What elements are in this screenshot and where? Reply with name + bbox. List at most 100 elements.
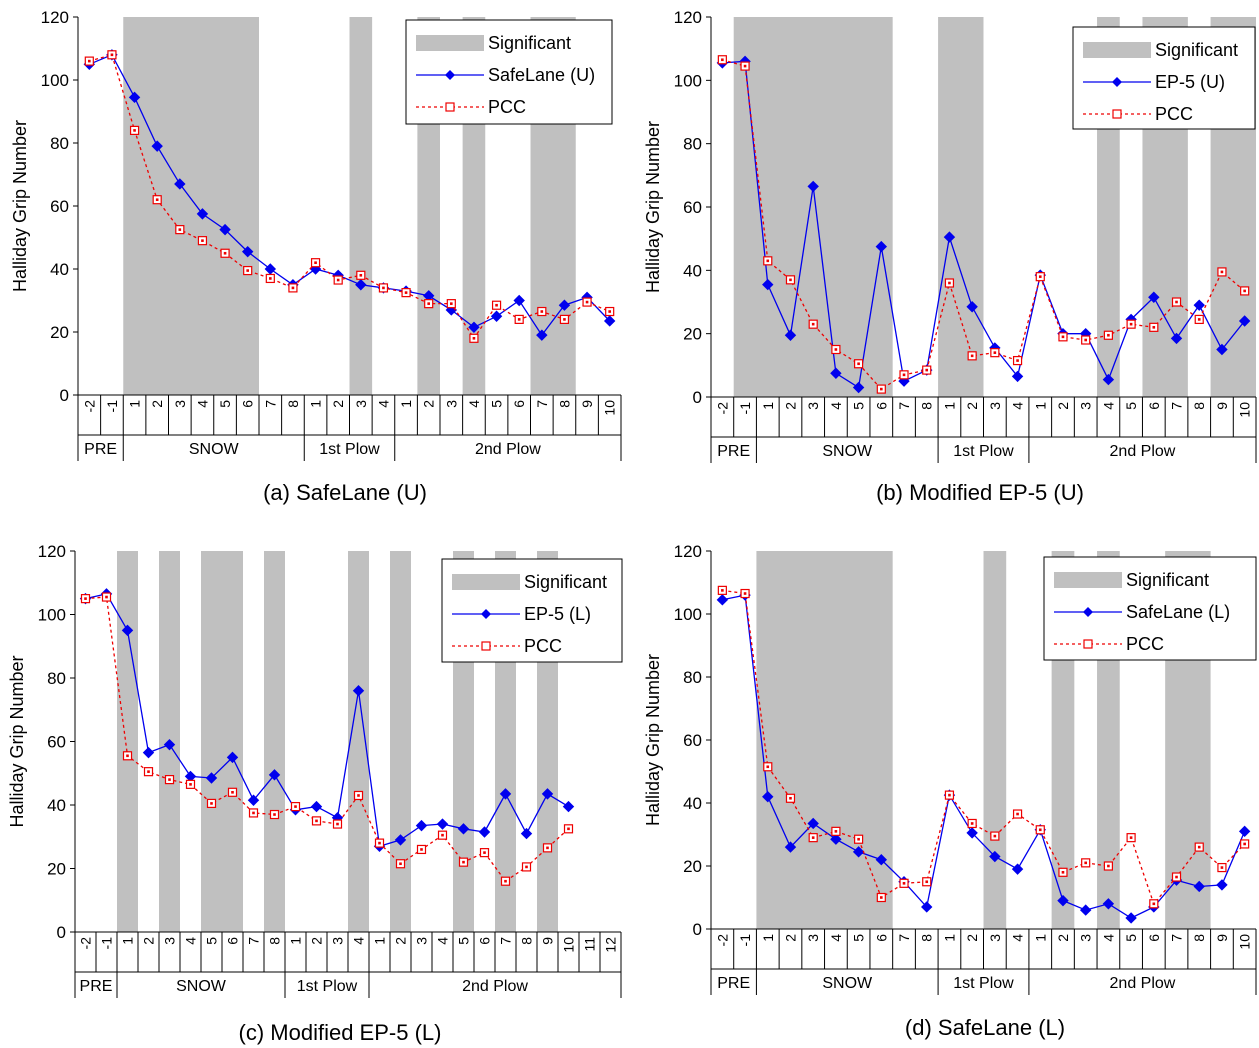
- data-point-square-center: [133, 129, 136, 132]
- data-point-diamond: [536, 329, 548, 341]
- data-point-square-center: [483, 851, 486, 854]
- legend-swatch-significant: [416, 35, 484, 51]
- legend-label-significant: Significant: [488, 33, 571, 53]
- data-point-square-center: [359, 274, 363, 277]
- data-point-diamond: [1193, 880, 1205, 893]
- series-line-treatment: [722, 60, 1246, 389]
- data-point-square-center: [147, 770, 150, 773]
- x-tick-label: 1: [1032, 402, 1048, 410]
- data-point-square-center: [84, 597, 87, 600]
- x-tick-label: -2: [78, 937, 94, 950]
- x-tick-label: 9: [1214, 402, 1230, 410]
- significant-band: [117, 551, 138, 932]
- data-point-square-center: [1107, 333, 1110, 337]
- data-point-diamond: [1238, 315, 1251, 327]
- x-tick-label: 3: [805, 934, 821, 942]
- data-point-square-center: [1152, 326, 1156, 329]
- data-point-diamond: [468, 321, 480, 333]
- data-point-square-center: [857, 837, 860, 841]
- x-tick-label: 3: [414, 937, 430, 945]
- chart-panel-c: 0 20 40 60 80 100 120 Halliday Grip Number -2 -1 1…: [7, 542, 623, 1045]
- data-point-square-center: [1016, 812, 1019, 816]
- data-point-square-center: [517, 318, 521, 321]
- data-point-square-center: [210, 802, 213, 805]
- data-point-diamond: [562, 800, 575, 813]
- data-point-square-center: [1038, 828, 1042, 832]
- data-point-diamond: [1057, 894, 1069, 907]
- y-axis-label: Halliday Grip Number: [10, 120, 30, 292]
- y-tick-label: 40: [47, 796, 66, 815]
- data-point-diamond: [352, 684, 365, 697]
- significant-band: [201, 551, 243, 932]
- data-point-square-center: [948, 793, 951, 797]
- legend-label-series: PCC: [1126, 634, 1164, 654]
- data-point-square-center: [441, 833, 444, 837]
- data-point-square-center: [546, 846, 549, 850]
- data-point-diamond: [830, 367, 842, 379]
- data-point-diamond: [415, 819, 428, 832]
- data-point-square-center: [336, 278, 340, 282]
- y-tick-label: 20: [50, 323, 69, 342]
- x-tick-label: 7: [262, 400, 278, 408]
- x-tick-label: 8: [267, 937, 283, 945]
- data-point-square-center: [970, 354, 974, 358]
- data-point-square-center: [902, 882, 906, 885]
- data-point-square-center: [472, 337, 476, 340]
- group-label: SNOW: [822, 443, 873, 460]
- data-point-diamond: [762, 278, 774, 291]
- x-tick-label: 4: [466, 400, 482, 408]
- data-point-square-center: [105, 595, 108, 599]
- group-label: 2nd Plow: [475, 441, 541, 458]
- x-tick-label: 1: [308, 400, 324, 408]
- x-tick-label: 1: [1032, 934, 1048, 942]
- legend-label-series: PCC: [524, 636, 562, 656]
- data-point-square-center: [462, 860, 465, 864]
- x-tick-label: -2: [81, 400, 97, 413]
- x-tick-label: 8: [919, 934, 935, 942]
- x-tick-label: 5: [1123, 934, 1139, 942]
- data-point-diamond: [128, 91, 141, 104]
- data-point-square-center: [1061, 871, 1065, 874]
- legend-label-series: PCC: [488, 97, 526, 117]
- significant-band: [983, 551, 1007, 929]
- data-point-diamond: [268, 769, 281, 781]
- data-point-square-center: [168, 778, 171, 781]
- data-point-diamond: [603, 315, 616, 327]
- data-point-square-center: [1084, 861, 1087, 865]
- data-point-diamond: [1238, 825, 1251, 838]
- x-tick-label: 2: [141, 937, 157, 945]
- legend-marker-diamond: [1112, 77, 1122, 87]
- data-point-square-center: [834, 348, 838, 351]
- x-tick-label: 10: [1237, 934, 1253, 950]
- data-point-square-center: [1197, 845, 1201, 849]
- data-point-square-center: [314, 261, 317, 264]
- x-tick-label: 5: [217, 400, 233, 408]
- x-tick-label: 6: [477, 937, 493, 945]
- y-tick-label: 120: [38, 542, 66, 561]
- x-tick-label: -2: [714, 402, 730, 415]
- x-tick-label: 6: [240, 400, 256, 408]
- data-point-square-center: [252, 811, 255, 815]
- significant-band: [123, 17, 259, 395]
- data-point-diamond: [1216, 343, 1228, 356]
- data-point-diamond: [205, 772, 218, 784]
- data-point-square-center: [1175, 875, 1178, 879]
- data-point-square-center: [1038, 275, 1042, 278]
- y-tick-label: 0: [60, 386, 69, 405]
- x-tick-label: 2: [964, 402, 980, 410]
- data-point-square-center: [766, 259, 770, 263]
- data-point-diamond: [921, 901, 933, 913]
- data-point-square-center: [246, 269, 249, 272]
- legend-marker-square: [1112, 109, 1122, 119]
- significant-band: [733, 17, 893, 397]
- data-point-square-center: [525, 865, 528, 869]
- y-tick-label: 80: [683, 135, 702, 154]
- data-point-square-center: [902, 373, 906, 377]
- data-point-square-center: [399, 862, 402, 866]
- data-point-diamond: [1011, 370, 1024, 383]
- data-point-diamond: [875, 240, 888, 253]
- y-tick-label: 40: [683, 261, 702, 280]
- y-tick-label: 40: [50, 260, 69, 279]
- group-label: 2nd Plow: [462, 978, 528, 995]
- x-tick-label: 9: [1214, 934, 1230, 942]
